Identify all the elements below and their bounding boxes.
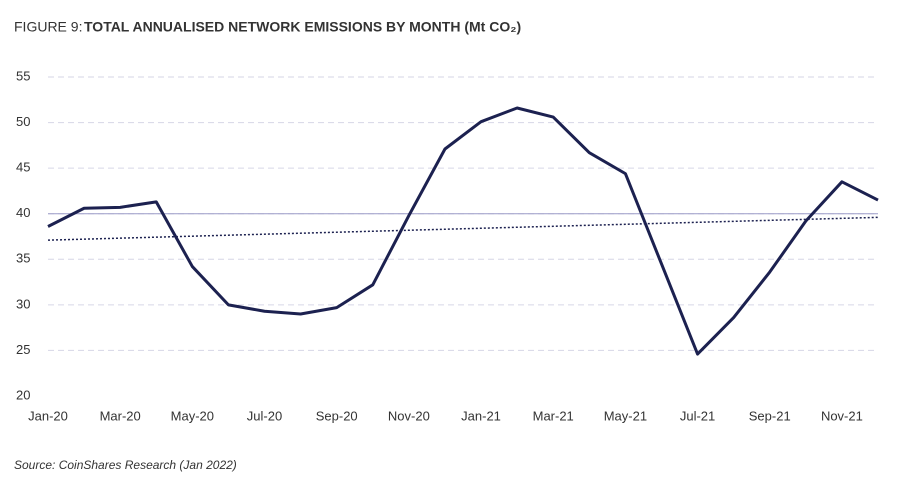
y-tick-label: 45: [16, 160, 30, 175]
figure-label: FIGURE 9:: [14, 19, 82, 35]
x-tick-label: Mar-21: [533, 408, 574, 423]
x-tick-label: Sep-20: [316, 408, 358, 423]
y-tick-label: 55: [16, 68, 30, 83]
y-tick-label: 35: [16, 251, 30, 266]
x-tick-label: Jan-20: [28, 408, 68, 423]
x-tick-label: Jul-21: [680, 408, 715, 423]
x-tick-label: Nov-20: [388, 408, 430, 423]
y-tick-label: 25: [16, 342, 30, 357]
x-tick-label: Nov-21: [821, 408, 863, 423]
data-line: [47, 106, 879, 356]
x-tick-label: Jul-20: [247, 408, 282, 423]
x-tick-label: Mar-20: [100, 408, 141, 423]
x-tick-label: Jan-21: [461, 408, 501, 423]
y-tick-label: 40: [16, 205, 30, 220]
x-tick-label: May-20: [171, 408, 214, 423]
y-tick-label: 20: [16, 387, 30, 402]
x-tick-label: Sep-21: [749, 408, 791, 423]
y-tick-label: 30: [16, 296, 30, 311]
y-tick-label: 50: [16, 114, 30, 129]
x-tick-label: May-21: [604, 408, 647, 423]
chart-title: TOTAL ANNUALISED NETWORK EMISSIONS BY MO…: [84, 19, 521, 35]
source-note: Source: CoinShares Research (Jan 2022): [14, 458, 237, 472]
